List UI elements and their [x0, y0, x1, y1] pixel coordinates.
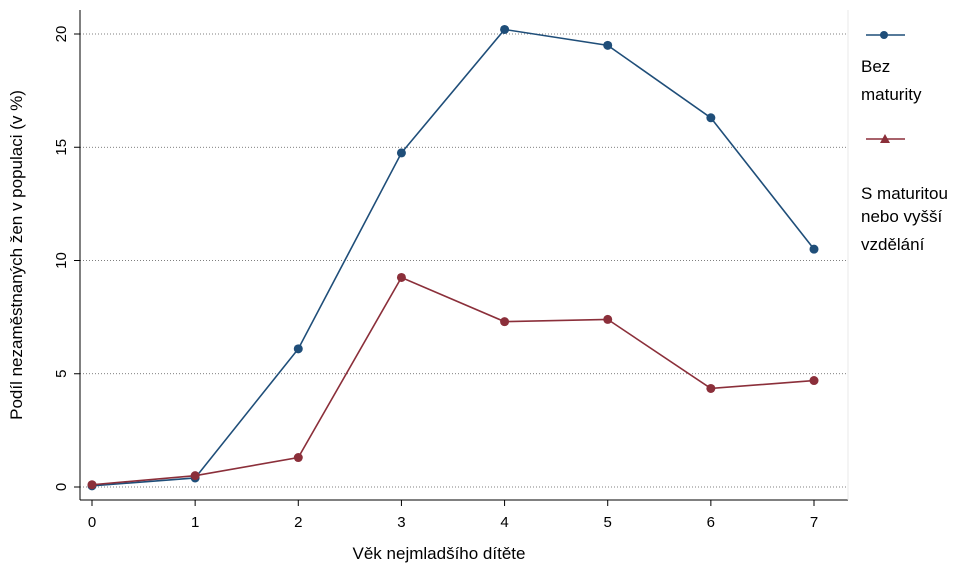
data-point	[190, 471, 200, 481]
y-tick-label: 10	[53, 252, 70, 269]
legend-triangle-marker	[880, 134, 890, 143]
data-point	[500, 24, 510, 34]
legend-label: vzdělání	[861, 235, 925, 254]
series-line	[91, 276, 815, 486]
x-axis-label: Věk nejmladšího dítěte	[353, 544, 526, 563]
series-1	[87, 272, 819, 490]
y-tick-label: 20	[53, 26, 70, 43]
x-tick-label: 1	[191, 514, 199, 531]
series-line	[91, 28, 815, 487]
data-point	[396, 148, 406, 158]
data-point	[87, 480, 97, 490]
data-point	[500, 317, 510, 327]
data-point	[293, 344, 303, 354]
y-tick-label: 15	[53, 139, 70, 156]
data-point	[809, 376, 819, 386]
x-tick-label: 2	[294, 514, 302, 531]
data-point	[809, 244, 819, 254]
axes	[79, 10, 849, 501]
y-tick-label: 5	[53, 370, 70, 378]
data-point	[706, 113, 716, 123]
x-tick-label: 5	[604, 514, 612, 531]
legend-label: nebo vyšší	[861, 207, 943, 226]
data-point	[603, 314, 613, 324]
legend-item-0: Bez maturity	[861, 31, 922, 104]
data-point	[706, 383, 716, 393]
legend-label: maturity	[861, 85, 922, 104]
legend-label: Bez	[861, 57, 890, 76]
legend: Bez maturity S maturitou nebo vyšší vzdělání	[861, 31, 948, 254]
series	[87, 24, 819, 491]
x-tick-label: 0	[88, 514, 96, 531]
y-axis-label: Podíl nezaměstnaných žen v populaci (v %…	[7, 90, 26, 420]
legend-label: S maturitou	[861, 184, 948, 203]
gridlines	[80, 33, 848, 488]
legend-item-1: S maturitou nebo vyšší vzdělání	[861, 134, 948, 254]
x-tick-label: 4	[500, 514, 508, 531]
series-0	[87, 24, 819, 491]
x-tick-label: 3	[397, 514, 405, 531]
data-point	[396, 272, 406, 282]
data-point	[293, 453, 303, 463]
tick-labels: 0 5 10 15 20 0 1 2 3 4 5 6 7	[53, 26, 818, 531]
y-tick-label: 0	[53, 483, 70, 491]
data-point	[603, 40, 613, 50]
legend-circle-marker	[880, 31, 888, 39]
x-tick-label: 7	[810, 514, 818, 531]
x-tick-label: 6	[707, 514, 715, 531]
